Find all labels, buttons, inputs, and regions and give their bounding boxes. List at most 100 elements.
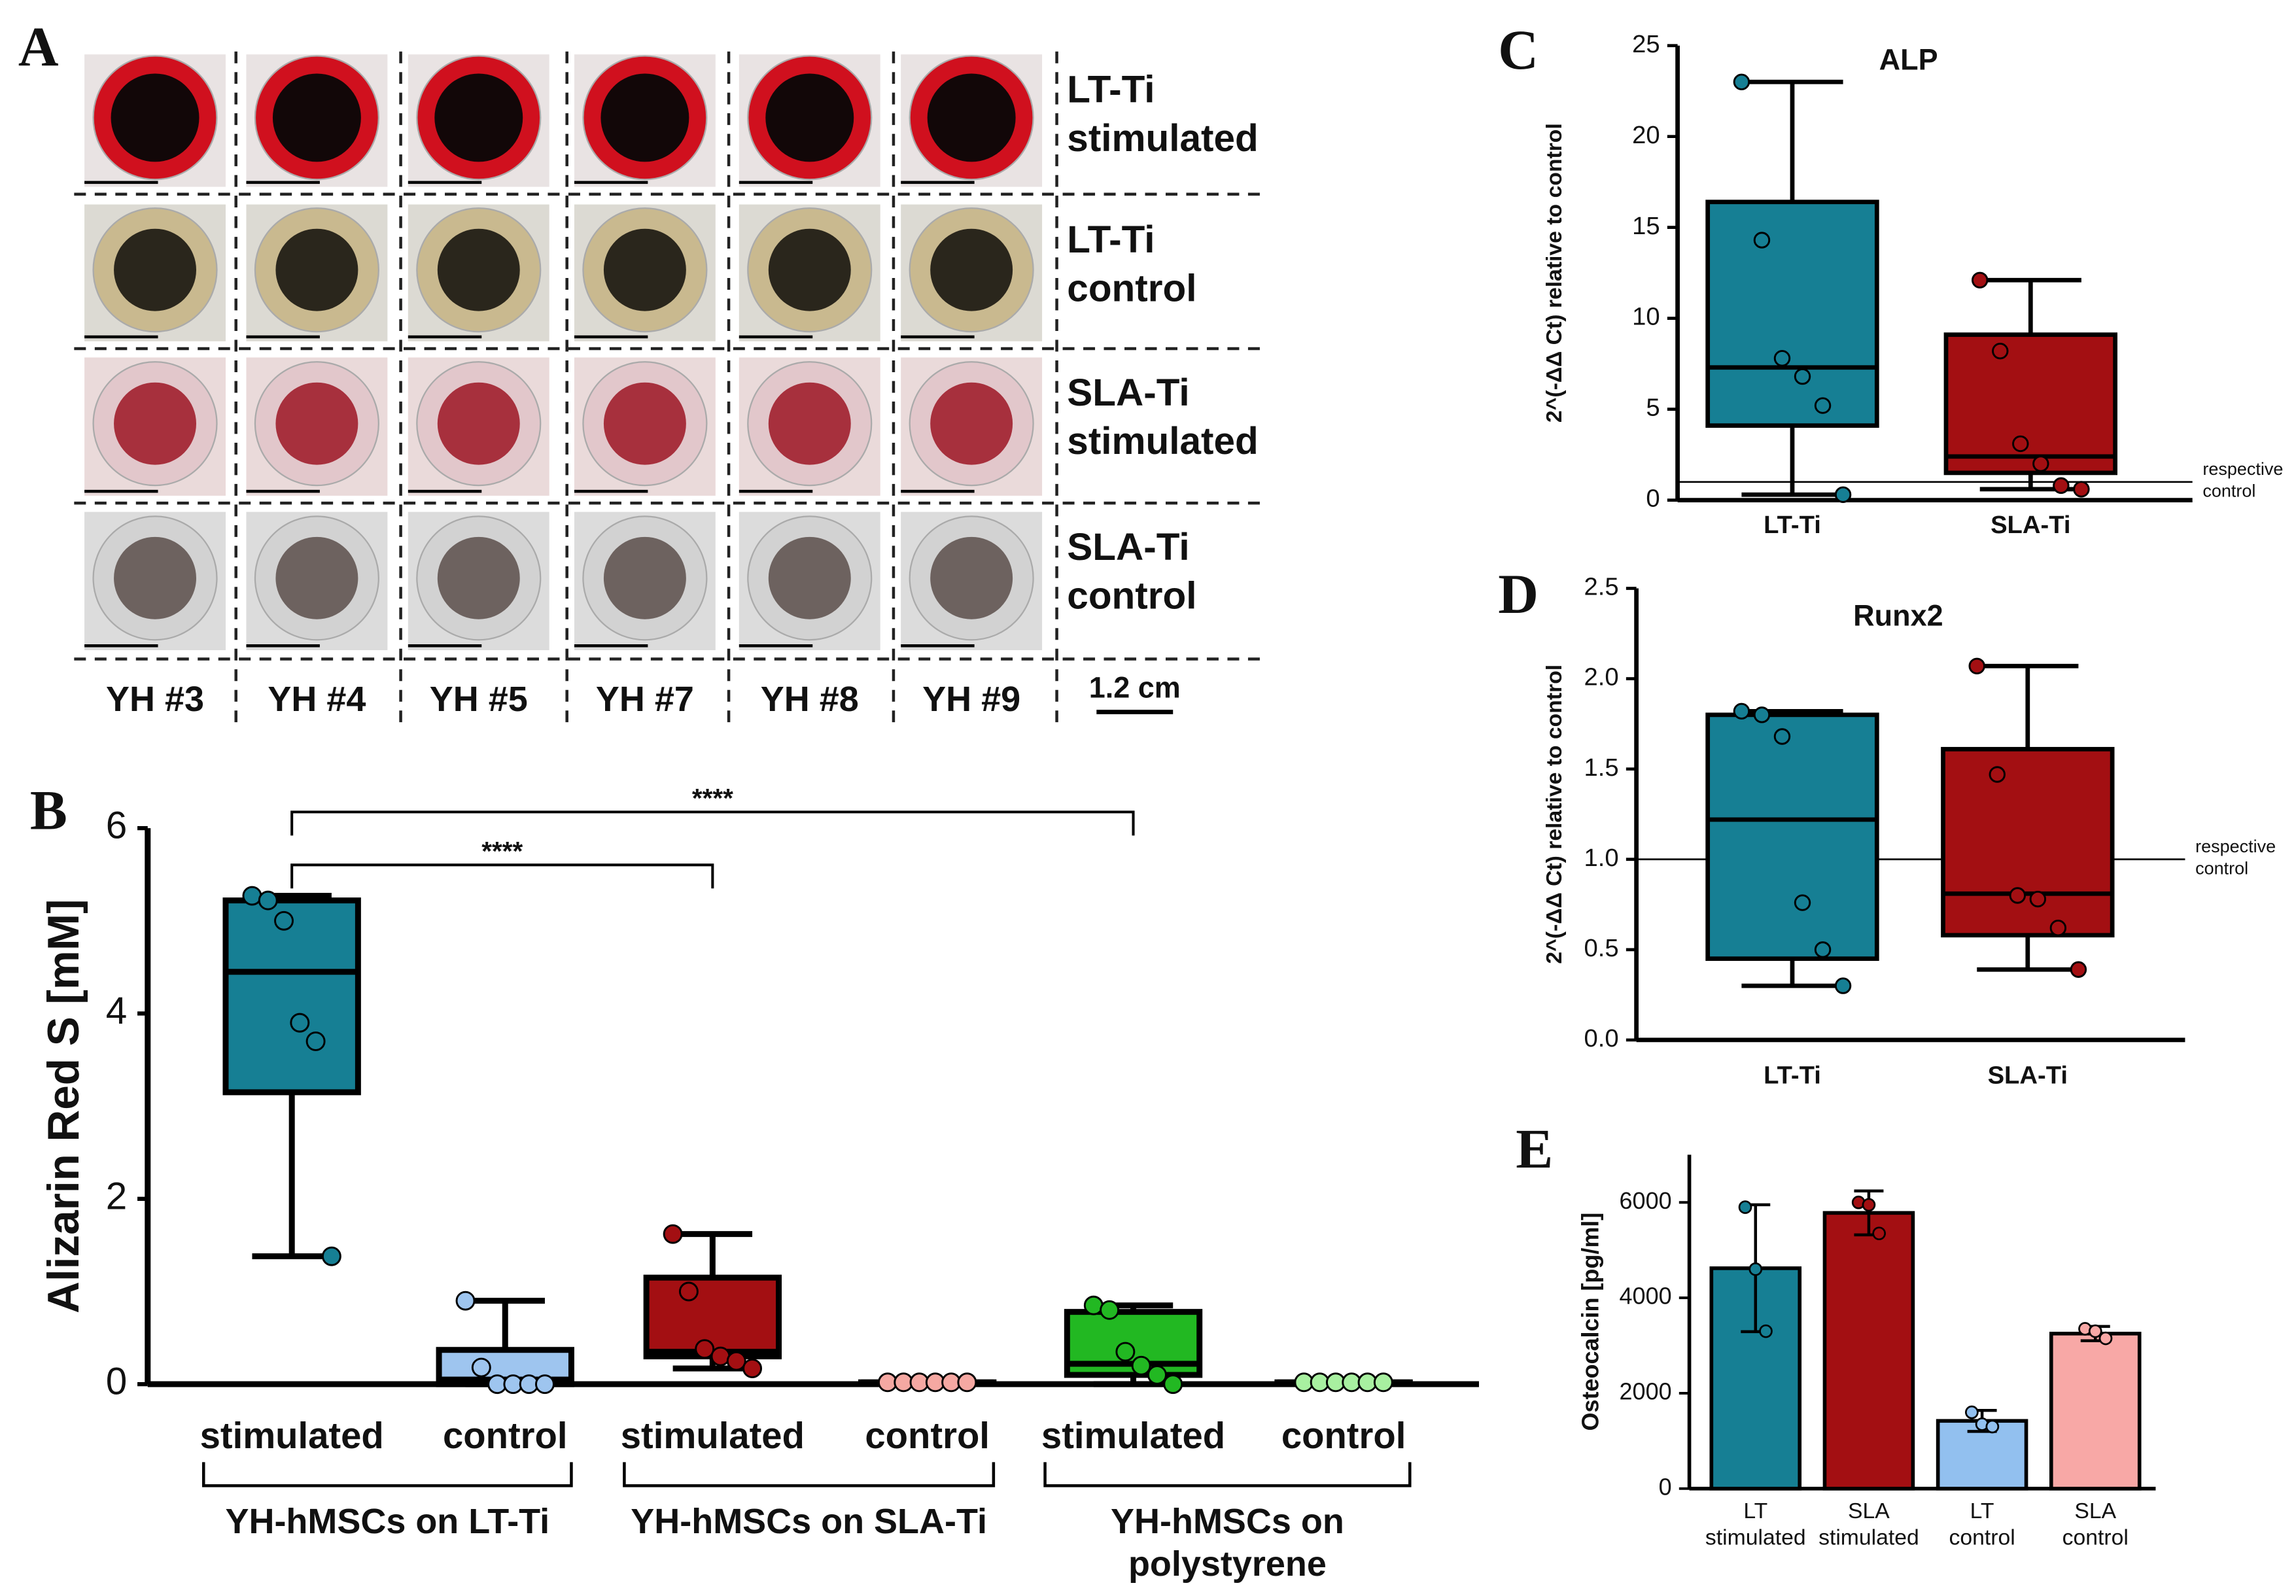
well-inner (437, 228, 520, 311)
data-point (695, 1339, 715, 1359)
x-tick-label: LT-Ti (1764, 1061, 1821, 1089)
well-inner (437, 536, 520, 619)
well-inner (114, 382, 196, 465)
well-inner (275, 228, 358, 311)
data-point (1373, 1372, 1393, 1393)
data-point (1753, 232, 1771, 249)
data-point (663, 1224, 683, 1244)
box (1943, 332, 2117, 476)
data-point (1834, 977, 1852, 994)
data-point (242, 886, 262, 906)
y-tick-label: 0.0 (1584, 1024, 1618, 1052)
data-point (2073, 481, 2090, 498)
data-point (1115, 1342, 1136, 1362)
data-point (1100, 1300, 1120, 1320)
box (222, 897, 361, 1096)
data-point (290, 1013, 310, 1033)
data-point (1965, 1405, 1979, 1419)
y-axis-label: 2^(-ΔΔ Ct) relative to control (1542, 123, 1567, 423)
data-point (1753, 706, 1771, 723)
well-inner (600, 73, 689, 162)
data-point (1794, 368, 1811, 385)
x-tick-label: LT control (1949, 1499, 2015, 1550)
significance-label: **** (481, 836, 523, 866)
data-point (1131, 1355, 1151, 1376)
data-point (1985, 1419, 2000, 1434)
y-tick-label: 4 (106, 990, 128, 1032)
well-inner (930, 382, 1013, 465)
y-tick-label: 5 (1646, 394, 1660, 422)
y-tick-label: 1.0 (1584, 844, 1618, 872)
data-point (471, 1357, 491, 1378)
y-tick-label: 25 (1632, 30, 1660, 58)
significance-bracket (290, 810, 1135, 836)
box (1941, 746, 2115, 938)
significance-label: **** (692, 783, 733, 813)
well-inner (111, 73, 200, 162)
box (1705, 712, 1879, 962)
y-tick-label: 2.5 (1584, 573, 1618, 601)
well-inner (437, 382, 520, 465)
well-inner (275, 536, 358, 619)
y-tick-label: 0 (1659, 1473, 1672, 1500)
data-point (2012, 435, 2029, 453)
well-inner (603, 228, 686, 311)
well-inner (114, 228, 196, 311)
well-inner (930, 228, 1013, 311)
y-tick-label: 2.0 (1584, 663, 1618, 691)
x-tick-label: control (865, 1415, 990, 1456)
column-label: YH #5 (430, 680, 528, 719)
y-tick-label: 0.5 (1584, 934, 1618, 962)
y-axis-label: Alizarin Red S [mM] (39, 899, 88, 1313)
data-point (321, 1246, 341, 1266)
data-point (2098, 1331, 2113, 1345)
panel-label: C (1498, 20, 1539, 81)
well-inner (275, 382, 358, 465)
data-point (1773, 350, 1791, 367)
well-inner (603, 536, 686, 619)
data-point (742, 1359, 763, 1379)
y-tick-label: 0 (1646, 485, 1660, 513)
data-point (1814, 397, 1832, 414)
data-point (1759, 1324, 1773, 1338)
data-point (274, 911, 294, 931)
box (1705, 200, 1879, 428)
group-label: YH-hMSCs on SLA-Ti (631, 1502, 987, 1541)
row-label: SLA-Ti stimulated (1067, 372, 1258, 462)
box (643, 1274, 782, 1360)
row-label: LT-Ti control (1067, 219, 1196, 310)
data-point (1733, 703, 1750, 720)
data-point (1872, 1226, 1887, 1241)
well-inner (434, 73, 523, 162)
row-label: LT-Ti stimulated (1067, 69, 1258, 160)
group-label: YH-hMSCs on LT-Ti (226, 1502, 550, 1541)
well-inner (603, 382, 686, 465)
chart-title: Runx2 (1853, 598, 1943, 632)
group-bracket (623, 1462, 996, 1487)
data-point (1834, 486, 1852, 503)
column-label: YH #8 (761, 680, 859, 719)
x-tick-label: SLA control (2062, 1499, 2129, 1550)
y-tick-label: 15 (1632, 212, 1660, 240)
panel-label: D (1498, 564, 1539, 625)
y-tick-label: 0 (106, 1361, 128, 1403)
data-point (1147, 1365, 1167, 1385)
data-point (1968, 657, 1985, 674)
data-point (1862, 1198, 1876, 1212)
column-label: YH #3 (106, 680, 204, 719)
y-tick-label: 6 (106, 805, 128, 847)
group-label: YH-hMSCs on polystyrene (1111, 1502, 1344, 1584)
reference-label: respective control (2195, 837, 2276, 878)
y-tick-label: 6000 (1620, 1187, 1672, 1214)
y-tick-label: 10 (1632, 303, 1660, 331)
data-point (305, 1032, 326, 1051)
y-tick-label: 2 (106, 1175, 128, 1217)
data-point (1992, 342, 2009, 360)
well-inner (927, 73, 1016, 162)
data-point (1989, 766, 2006, 783)
data-point (258, 890, 278, 911)
data-point (726, 1351, 746, 1371)
data-point (2049, 920, 2067, 937)
well-inner (768, 382, 851, 465)
